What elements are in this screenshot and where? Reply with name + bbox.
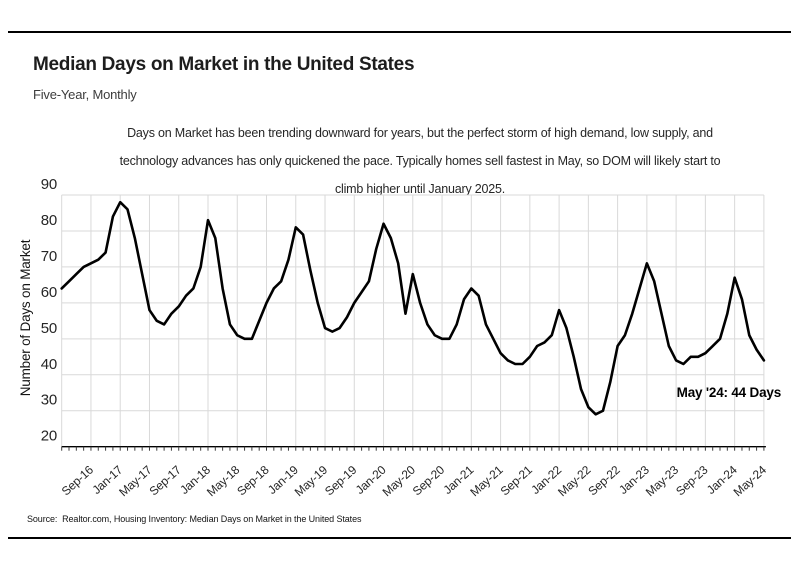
y-tick-label: 20 bbox=[41, 428, 57, 445]
x-tick-label: May-19 bbox=[292, 462, 331, 499]
page-title: Median Days on Market in the United Stat… bbox=[33, 54, 415, 75]
x-tick-label: Sep-19 bbox=[322, 462, 360, 498]
y-tick-label: 30 bbox=[41, 392, 57, 409]
x-tick-label: May-20 bbox=[380, 462, 419, 499]
x-tick-label: May-24 bbox=[731, 462, 770, 499]
y-axis-title: Number of Days on Market bbox=[18, 239, 33, 396]
x-tick-label: Sep-23 bbox=[673, 462, 711, 498]
x-tick-label: May-17 bbox=[116, 462, 155, 499]
annotation-line-3: climb higher until January 2025. bbox=[334, 182, 506, 196]
x-tick-label: May-21 bbox=[467, 462, 506, 499]
dom-trend-line bbox=[60, 200, 766, 416]
y-tick-label: 50 bbox=[41, 320, 57, 337]
annotation-line-2: technology advances has only quickened t… bbox=[119, 154, 721, 168]
annotation-line-1: Days on Market has been trending downwar… bbox=[127, 126, 713, 140]
y-tick-label: 60 bbox=[41, 284, 57, 301]
x-tick-label: May-23 bbox=[643, 462, 682, 499]
y-tick-label: 70 bbox=[41, 248, 57, 265]
y-tick-label: 90 bbox=[41, 176, 57, 193]
chart-annotation-paragraph: Days on Market has been trending downwar… bbox=[70, 119, 770, 203]
y-tick-label: 80 bbox=[41, 212, 57, 229]
page-subtitle: Five-Year, Monthly bbox=[33, 87, 137, 102]
x-tick-label: Sep-18 bbox=[234, 462, 272, 498]
x-tick-label: Sep-17 bbox=[147, 462, 185, 498]
y-tick-label: 40 bbox=[41, 356, 57, 373]
source-citation: Source: Realtor.com, Housing Inventory: … bbox=[27, 514, 362, 524]
top-rule bbox=[8, 31, 791, 33]
bottom-rule bbox=[8, 537, 791, 539]
x-tick-label: Sep-21 bbox=[498, 462, 536, 498]
latest-value-callout: May '24: 44 Days bbox=[677, 385, 781, 400]
x-tick-label: Sep-16 bbox=[59, 462, 97, 498]
x-tick-label: Sep-20 bbox=[410, 462, 448, 498]
x-tick-label: Sep-22 bbox=[585, 462, 623, 498]
x-tick-label: May-18 bbox=[204, 462, 243, 499]
x-tick-label: May-22 bbox=[555, 462, 594, 499]
